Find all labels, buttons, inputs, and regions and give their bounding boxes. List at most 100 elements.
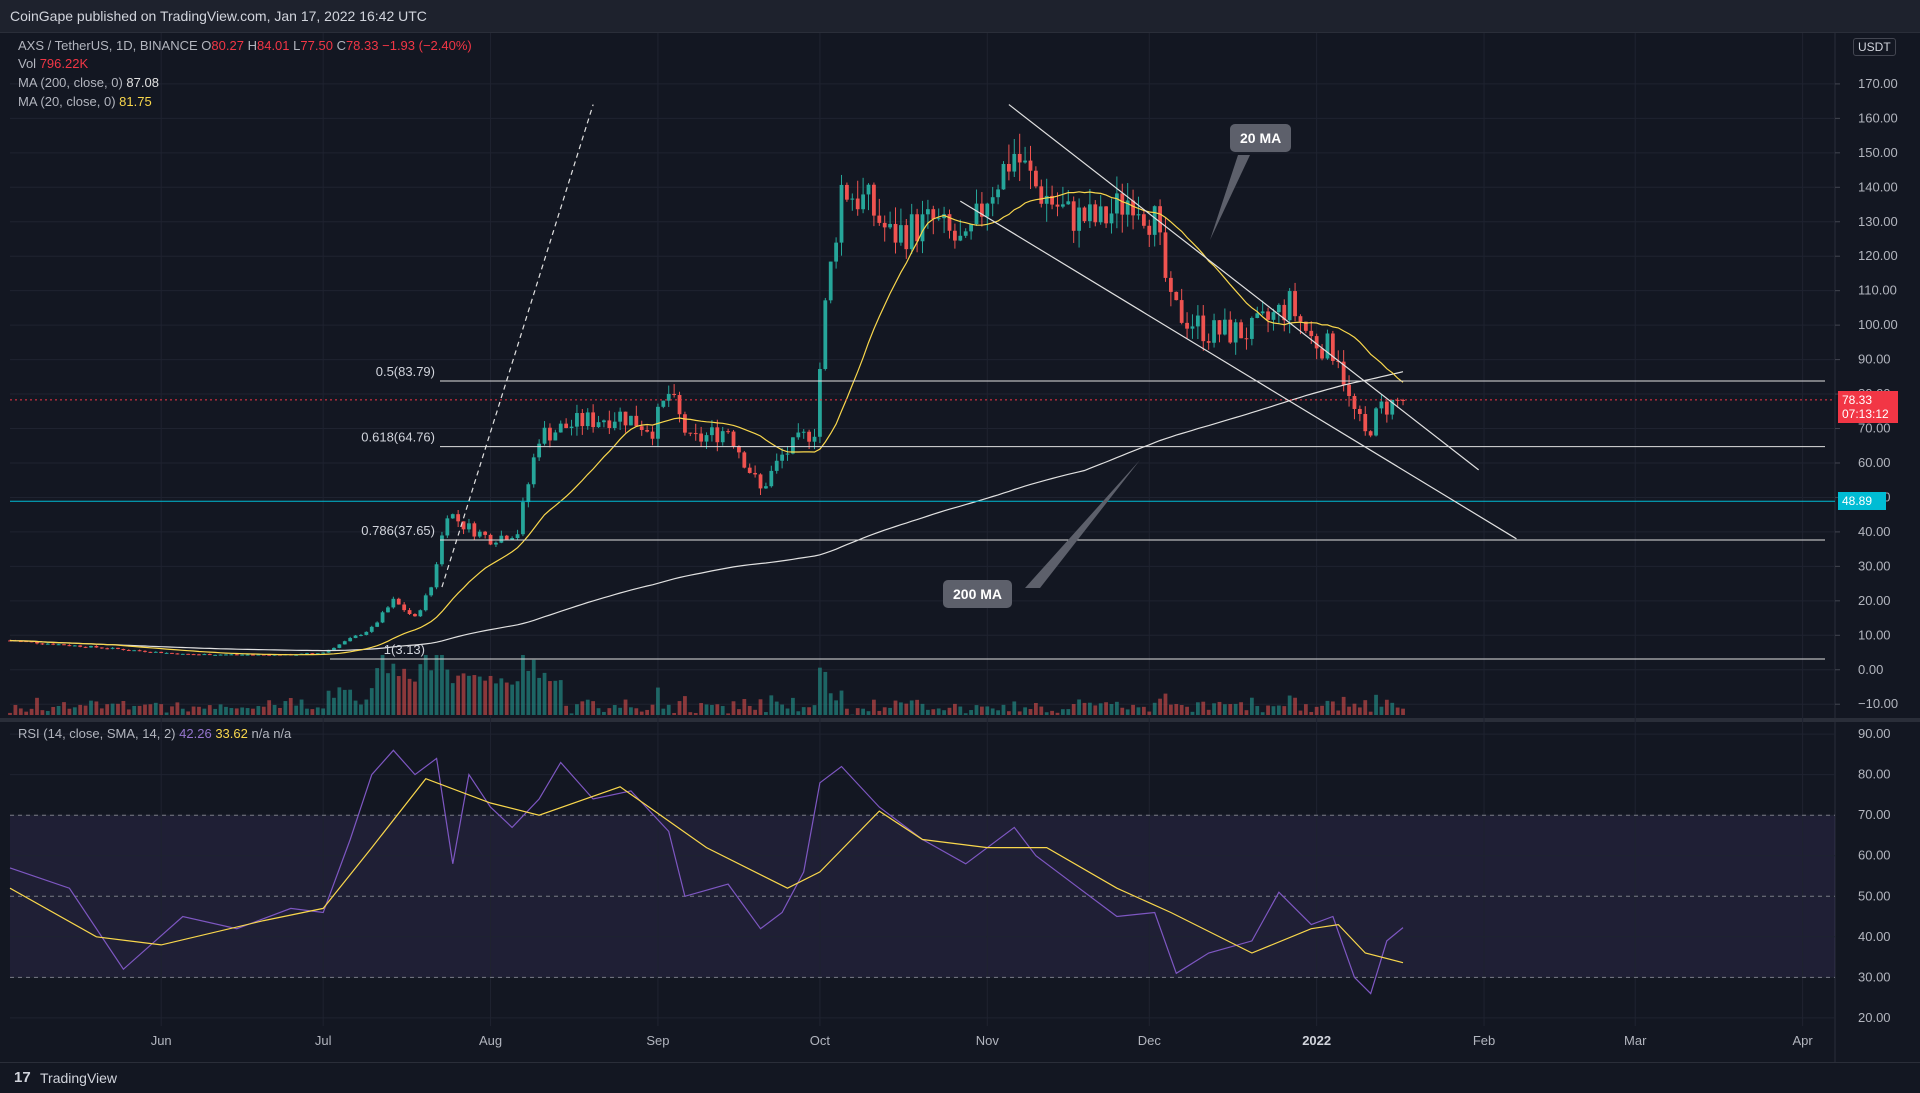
volume-bar — [1374, 695, 1378, 715]
volume-bar — [818, 668, 822, 715]
candle-body — [46, 644, 50, 645]
volume-bar — [791, 698, 795, 715]
candle-body — [1218, 320, 1222, 334]
volume-bar — [1228, 704, 1232, 715]
candle-body — [872, 185, 876, 216]
candle-body — [84, 647, 88, 648]
volume-bar — [553, 681, 557, 715]
volume-bar — [991, 708, 995, 715]
price-tick-label: −10.00 — [1858, 696, 1898, 711]
volume-bar — [1174, 704, 1178, 715]
callout-200ma-pointer — [1025, 460, 1140, 588]
candle-body — [1034, 171, 1038, 187]
volume-bar — [931, 709, 935, 715]
candle-body — [1293, 291, 1297, 316]
volume-bar — [705, 704, 709, 715]
candle-body — [1002, 164, 1006, 189]
time-tick-label: Feb — [1473, 1033, 1495, 1048]
volume-bar — [786, 709, 790, 715]
volume-bar — [246, 708, 250, 715]
volume-bar — [802, 707, 806, 715]
price-tick-label: 150.00 — [1858, 145, 1898, 160]
volume-bar — [710, 705, 714, 715]
rsi-tick-label: 40.00 — [1858, 929, 1891, 944]
candle-body — [1234, 322, 1238, 342]
candle-body — [867, 185, 871, 195]
volume-bar — [78, 705, 82, 715]
volume-bar — [1380, 707, 1384, 715]
volume-bar — [51, 707, 55, 715]
volume-bar — [46, 711, 50, 715]
candle-body — [397, 599, 401, 605]
candle-body — [526, 484, 530, 502]
candle-body — [121, 649, 125, 650]
volume-bar — [1072, 704, 1076, 715]
candle-body — [1137, 214, 1141, 215]
volume-bar — [132, 706, 136, 715]
currency-label[interactable]: USDT — [1853, 38, 1896, 56]
volume-bar — [24, 712, 28, 715]
candle-body — [73, 645, 77, 646]
volume-bar — [273, 705, 277, 715]
volume-bar — [1126, 709, 1130, 715]
legend-symbol[interactable]: AXS / TetherUS, 1D, BINANCE — [18, 38, 198, 53]
volume-bar — [845, 709, 849, 715]
candle-body — [964, 231, 968, 235]
candle-body — [634, 416, 638, 426]
candle-body — [1077, 208, 1081, 231]
volume-bar — [289, 698, 293, 715]
volume-bar — [321, 708, 325, 715]
volume-bar — [1115, 702, 1119, 715]
volume-bar — [154, 703, 158, 715]
candle-body — [127, 650, 131, 651]
tradingview-logo[interactable]: 17 — [14, 1069, 31, 1086]
legend-ma200-label[interactable]: MA (200, close, 0) — [18, 75, 123, 90]
volume-bar — [1093, 705, 1097, 715]
price-tick-label: 100.00 — [1858, 317, 1898, 332]
candle-body — [818, 369, 822, 437]
volume-bar — [283, 701, 287, 715]
candle-body — [996, 189, 1000, 197]
volume-bar — [926, 710, 930, 715]
volume-bar — [456, 676, 460, 715]
volume-bar — [343, 690, 347, 715]
candle-body — [1147, 226, 1151, 235]
candle-body — [856, 199, 860, 210]
volume-bar — [1201, 702, 1205, 715]
candle-body — [1255, 313, 1259, 318]
volume-bar — [516, 681, 520, 715]
volume-bar — [921, 704, 925, 715]
volume-bar — [861, 709, 865, 715]
volume-bar — [1255, 706, 1259, 715]
legend-ma20-row: MA (20, close, 0) 81.75 — [18, 94, 152, 109]
rsi-tick-label: 50.00 — [1858, 888, 1891, 903]
time-tick-label: Jul — [315, 1033, 332, 1048]
volume-bar — [613, 705, 617, 715]
volume-bar — [883, 707, 887, 715]
legend-ma20-label[interactable]: MA (20, close, 0) — [18, 94, 116, 109]
candle-body — [213, 655, 217, 656]
volume-bar — [953, 704, 957, 715]
candle-body — [138, 650, 142, 651]
time-tick-label: Apr — [1792, 1033, 1813, 1048]
candle-body — [435, 564, 439, 587]
candle-body — [969, 224, 973, 231]
candle-body — [1380, 402, 1384, 409]
candle-body — [953, 231, 957, 241]
candle-body — [721, 431, 725, 442]
volume-bar — [737, 709, 741, 715]
legend-rsi-na2: n/a — [273, 726, 291, 741]
volume-bar — [1131, 705, 1135, 715]
volume-bar — [764, 712, 768, 715]
volume-bar — [413, 682, 417, 715]
candle-body — [710, 427, 714, 435]
candle-body — [780, 455, 784, 461]
volume-bar — [840, 691, 844, 715]
legend-rsi-label[interactable]: RSI (14, close, SMA, 14, 2) — [18, 726, 176, 741]
tradingview-brand[interactable]: TradingView — [40, 1070, 117, 1086]
legend-volume-label[interactable]: Vol — [18, 56, 36, 71]
volume-bar — [57, 706, 61, 715]
volume-bar — [1353, 704, 1357, 715]
candle-body — [931, 209, 935, 219]
candle-body — [597, 422, 601, 427]
